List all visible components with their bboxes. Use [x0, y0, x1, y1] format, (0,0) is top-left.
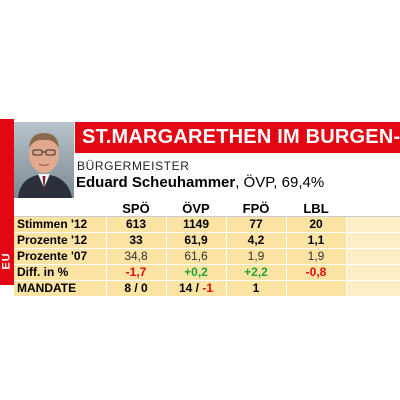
mayor-name: Eduard Scheuhammer — [76, 174, 236, 191]
header-filler — [346, 201, 400, 217]
cell-value: +2,2 — [226, 264, 287, 281]
table-row: Prozente '07 34,8 61,6 1,9 1,9 — [14, 248, 400, 265]
column-header: ÖVP — [166, 201, 227, 217]
mandate-main: 14 / — [178, 281, 203, 295]
mayor-line: Eduard Scheuhammer, ÖVP, 69,4% — [76, 174, 396, 191]
row-filler — [346, 216, 400, 233]
cell-value: 1 — [226, 280, 287, 297]
side-label-text: EU — [1, 252, 13, 270]
cell-value: 8 / 0 — [106, 280, 167, 297]
table-header-row: SPÖ ÖVP FPÖ LBL — [14, 201, 400, 217]
cell-value: -0,8 — [286, 264, 347, 281]
cell-value: 1,9 — [286, 248, 347, 265]
cell-value — [286, 280, 347, 297]
row-filler — [346, 232, 400, 249]
column-header: LBL — [286, 201, 347, 217]
cell-value: +0,2 — [166, 264, 227, 281]
header-corner — [14, 201, 107, 217]
row-filler — [346, 280, 400, 297]
mayor-photo — [14, 122, 75, 198]
row-label: Prozente '07 — [14, 248, 107, 265]
cell-value: 1,9 — [226, 248, 287, 265]
mayor-detail: , ÖVP, 69,4% — [235, 174, 325, 191]
title-bar: ST.MARGARETHEN IM BURGEN- — [74, 122, 400, 153]
cell-value: -1,7 — [106, 264, 167, 281]
table-row-mandate: MANDATE 8 / 0 14 / -1 1 — [14, 280, 400, 297]
page-title: ST.MARGARETHEN IM BURGEN- — [82, 126, 400, 148]
cell-value: 1,1 — [286, 232, 347, 249]
cell-value: 77 — [226, 216, 287, 233]
cell-value: 20 — [286, 216, 347, 233]
row-label: MANDATE — [14, 280, 107, 297]
cell-value-ovp-mandate: 14 / -1 — [166, 280, 227, 297]
side-label: EU — [0, 241, 14, 281]
column-header: FPÖ — [226, 201, 287, 217]
row-label: Diff. in % — [14, 264, 107, 281]
mayor-portrait-icon — [14, 122, 74, 198]
cell-value: 1149 — [166, 216, 227, 233]
row-filler — [346, 248, 400, 265]
column-header: SPÖ — [106, 201, 167, 217]
cell-value: 613 — [106, 216, 167, 233]
cell-value: 34,8 — [106, 248, 167, 265]
cell-value: 61,9 — [166, 232, 227, 249]
mandate-change: -1 — [202, 281, 214, 295]
cell-value: 61,6 — [166, 248, 227, 265]
row-label: Prozente '12 — [14, 232, 107, 249]
election-result-card: EU ST.MARGARETHEN IM BURGEN- BÜRGERME — [0, 119, 400, 297]
results-table: SPÖ ÖVP FPÖ LBL Stimmen '12 613 1149 77 … — [14, 201, 400, 297]
table-row: Prozente '12 33 61,9 4,2 1,1 — [14, 232, 400, 249]
side-strip: EU — [0, 119, 14, 285]
cell-value: 33 — [106, 232, 167, 249]
row-label: Stimmen '12 — [14, 216, 107, 233]
cell-value: 4,2 — [226, 232, 287, 249]
table-row: Diff. in % -1,7 +0,2 +2,2 -0,8 — [14, 264, 400, 281]
table-row: Stimmen '12 613 1149 77 20 — [14, 216, 400, 233]
row-filler — [346, 264, 400, 281]
role-label: BÜRGERMEISTER — [77, 159, 190, 173]
